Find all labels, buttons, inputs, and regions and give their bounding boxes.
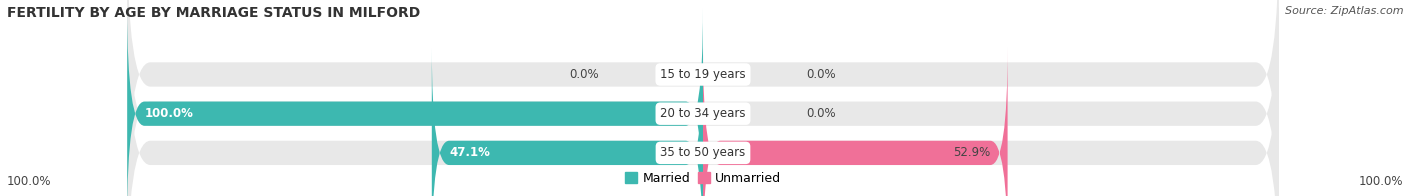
Text: 100.0%: 100.0% — [1358, 175, 1403, 188]
Text: 20 to 34 years: 20 to 34 years — [661, 107, 745, 120]
Legend: Married, Unmarried: Married, Unmarried — [620, 167, 786, 190]
Text: 0.0%: 0.0% — [569, 68, 599, 81]
Text: 100.0%: 100.0% — [145, 107, 194, 120]
FancyBboxPatch shape — [127, 0, 1279, 196]
Text: Source: ZipAtlas.com: Source: ZipAtlas.com — [1285, 6, 1403, 16]
Text: 100.0%: 100.0% — [7, 175, 52, 188]
Text: FERTILITY BY AGE BY MARRIAGE STATUS IN MILFORD: FERTILITY BY AGE BY MARRIAGE STATUS IN M… — [7, 6, 420, 20]
FancyBboxPatch shape — [703, 47, 1008, 196]
Text: 0.0%: 0.0% — [807, 107, 837, 120]
Text: 0.0%: 0.0% — [807, 68, 837, 81]
FancyBboxPatch shape — [127, 8, 1279, 196]
FancyBboxPatch shape — [127, 0, 1279, 196]
Text: 52.9%: 52.9% — [953, 146, 990, 159]
FancyBboxPatch shape — [432, 47, 703, 196]
Text: 47.1%: 47.1% — [449, 146, 489, 159]
Text: 35 to 50 years: 35 to 50 years — [661, 146, 745, 159]
Text: 15 to 19 years: 15 to 19 years — [661, 68, 745, 81]
FancyBboxPatch shape — [127, 8, 703, 196]
